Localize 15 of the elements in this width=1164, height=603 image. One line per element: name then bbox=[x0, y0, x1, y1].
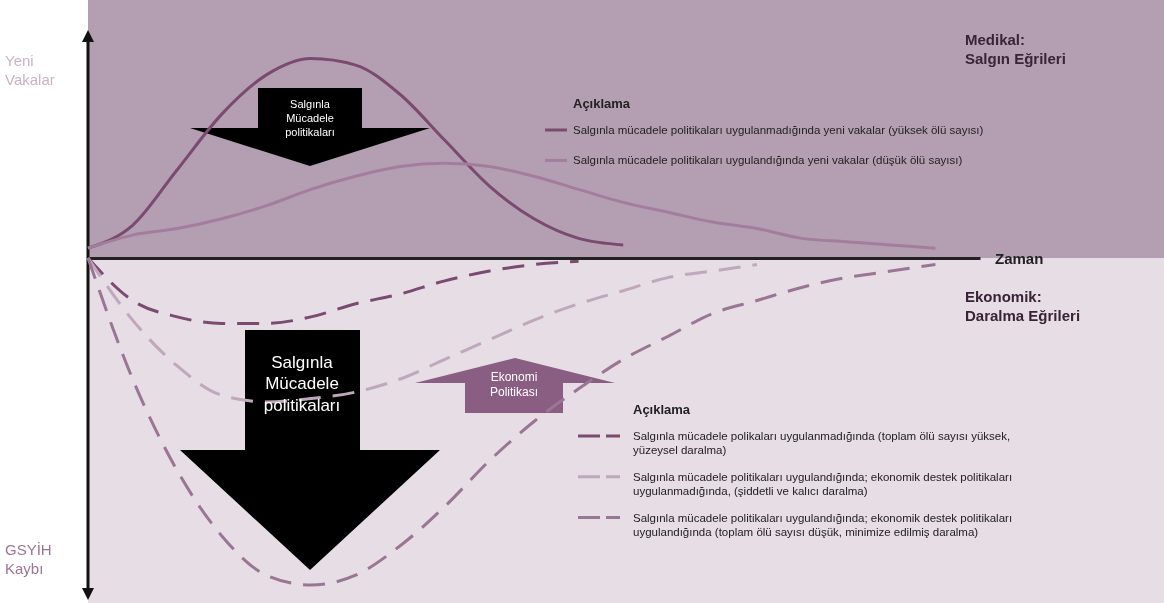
legend-label: Salgınla mücadele politikaları uygulandığında; ekonomik destek politikaları uygulandığında (toplam ölü sayısı düşük, minimize edilmiş daralma) bbox=[633, 511, 1013, 538]
x-axis-title: Zaman bbox=[995, 250, 1044, 267]
legend-title: Açıklama bbox=[573, 96, 631, 111]
legend-label: Salgınla mücadele politikaları uygulanmadığında yeni vakalar (yüksek ölü sayısı) bbox=[573, 124, 984, 136]
legend-label: Salgınla mücadele politikaları uygulandığında; ekonomik destek politikaları uygulanmadığında, (şiddetli ve kalıcı daralma) bbox=[633, 470, 1013, 498]
annotation: Salgınla Mücadele politikaları bbox=[285, 98, 335, 138]
legend-label: Salgınla mücadele polikaları uygulanmadığında (toplam ölü sayısı yüksek, yüzeysel daralma) bbox=[633, 430, 1011, 457]
legend-label: Salgınla mücadele politikaları uygulandığında yeni vakalar (düşük ölü sayısı) bbox=[573, 154, 963, 167]
annotation: Ekonomi Politikası bbox=[489, 370, 539, 399]
text: Ekonomik: Daralma Eğrileri bbox=[965, 288, 1081, 324]
text: Medikal: Salgın Eğrileri bbox=[965, 31, 1066, 67]
y-axis-title: Yeni Vakalar bbox=[5, 52, 55, 88]
text: GSYİH Kaybı bbox=[5, 541, 52, 577]
text: Açıklama bbox=[633, 402, 691, 417]
annotation: Salgınla Mücadele politikaları bbox=[263, 353, 341, 415]
